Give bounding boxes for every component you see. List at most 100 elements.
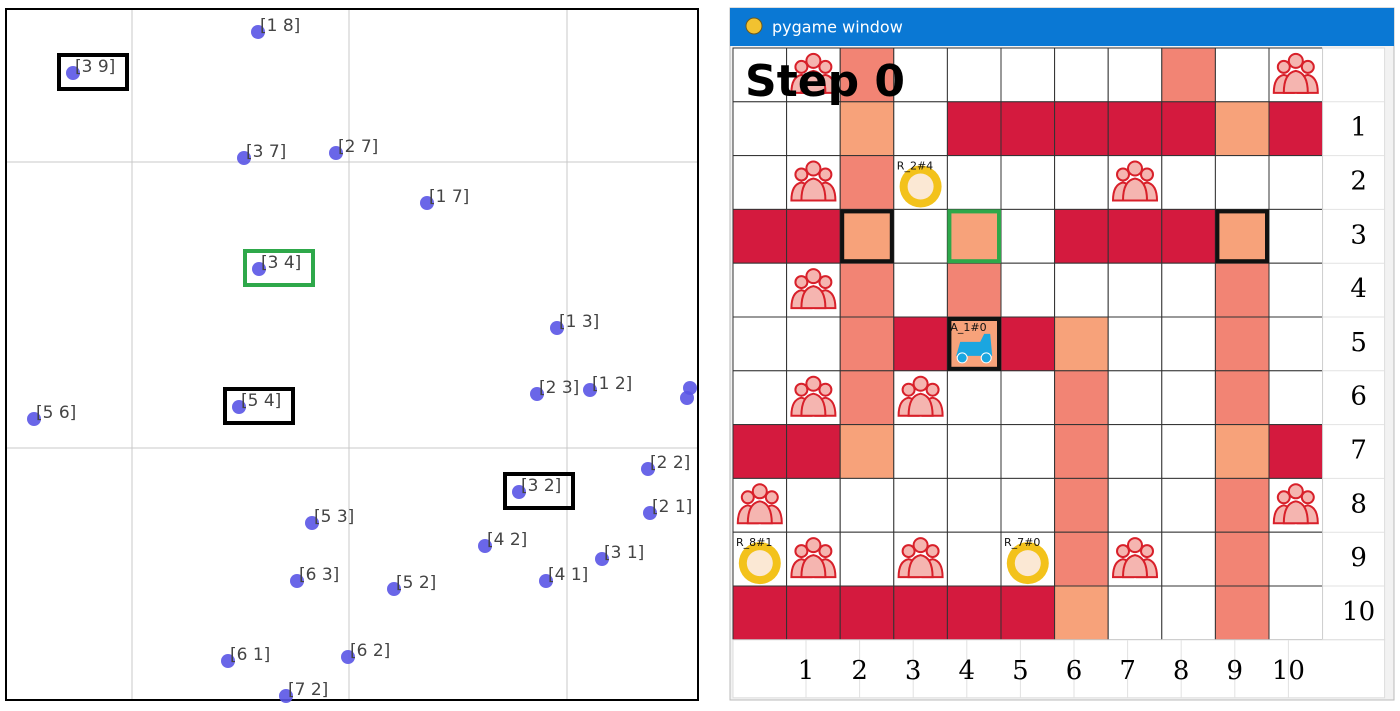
point-label: [5 6] (36, 403, 76, 423)
people-icon (736, 483, 783, 525)
cell (946, 585, 1002, 641)
people-icon (1111, 160, 1159, 202)
row-label: 7 (1350, 436, 1367, 466)
person (805, 268, 822, 285)
cell (839, 262, 895, 318)
point-label: [1 3] (559, 312, 599, 332)
person (1300, 490, 1315, 505)
column-label: 2 (851, 656, 868, 686)
row-label: 10 (1342, 597, 1375, 627)
person (764, 490, 779, 505)
title-bar (730, 8, 1394, 46)
cell (1000, 585, 1056, 641)
people-icon (1272, 52, 1319, 94)
cell (1107, 208, 1163, 264)
cell (1214, 424, 1270, 479)
point (530, 387, 544, 401)
row-label: 8 (1350, 489, 1367, 519)
person (818, 275, 833, 290)
point-label: [5 2] (396, 573, 436, 593)
cell (1161, 370, 1216, 426)
cell (1054, 155, 1109, 210)
cell (946, 370, 1002, 426)
cell (1054, 424, 1109, 479)
cell (839, 585, 895, 641)
robot-icon (746, 550, 773, 577)
person (1140, 167, 1154, 182)
cell (839, 531, 895, 587)
robot-icon (907, 173, 934, 200)
person (794, 544, 809, 559)
cell (893, 101, 948, 157)
row-label: 1 (1350, 113, 1367, 143)
point (680, 391, 694, 405)
person (1287, 483, 1304, 500)
cell (1000, 262, 1056, 318)
cell (1161, 208, 1216, 264)
cell (1107, 101, 1163, 157)
point-label: [1 7] (429, 187, 469, 207)
cell (732, 47, 788, 103)
point-label: [1 2] (592, 374, 632, 394)
cell (1268, 585, 1324, 641)
person (746, 500, 773, 525)
person (818, 544, 833, 559)
person (805, 537, 822, 554)
point (232, 400, 246, 414)
people-icon (790, 52, 837, 94)
cell (1161, 155, 1216, 210)
point-label: [4 2] (487, 530, 527, 550)
row-label: 4 (1350, 274, 1367, 304)
point (305, 516, 319, 530)
cell (946, 155, 1002, 210)
person (901, 382, 916, 397)
label-gutter (732, 639, 1386, 699)
cell (946, 208, 1002, 264)
point (478, 539, 492, 553)
cell (786, 424, 841, 479)
person (925, 544, 940, 559)
point (221, 654, 235, 668)
point-label: [5 3] (314, 507, 354, 527)
cell (786, 477, 841, 533)
column-label: 10 (1272, 656, 1305, 686)
cell (1214, 47, 1270, 103)
cell (1268, 262, 1324, 318)
cell (893, 208, 948, 264)
cell (732, 370, 788, 426)
cell (839, 370, 895, 426)
row-label: 6 (1350, 382, 1367, 412)
highlight-box (947, 317, 1002, 371)
person (901, 544, 916, 559)
person (1127, 160, 1143, 177)
cell (1107, 370, 1163, 426)
cell (1000, 316, 1056, 372)
point (290, 574, 304, 588)
cell (1107, 424, 1163, 479)
person (1121, 177, 1149, 202)
cell (1054, 208, 1109, 264)
people-icon (790, 375, 837, 417)
highlight-box (223, 387, 295, 425)
point-label: [3 2] (521, 476, 561, 496)
point (329, 146, 343, 160)
column-label: 7 (1119, 656, 1136, 686)
cell (893, 477, 948, 533)
column-label: 1 (798, 656, 815, 686)
cell (732, 155, 788, 210)
cell (732, 262, 788, 318)
cell (1268, 155, 1324, 210)
point-label: [4 1] (548, 565, 588, 585)
person (1116, 544, 1130, 559)
point-label: [3 1] (604, 543, 644, 563)
point (539, 574, 553, 588)
person (1116, 167, 1130, 182)
cell (732, 208, 788, 264)
agent-label: R_7#0 (1004, 536, 1040, 549)
point-label: [2 2] (650, 453, 690, 473)
robot-icon (1014, 550, 1041, 577)
people-icon (897, 375, 944, 417)
cell (839, 101, 895, 157)
person (1300, 59, 1315, 74)
people-icon (790, 537, 837, 579)
